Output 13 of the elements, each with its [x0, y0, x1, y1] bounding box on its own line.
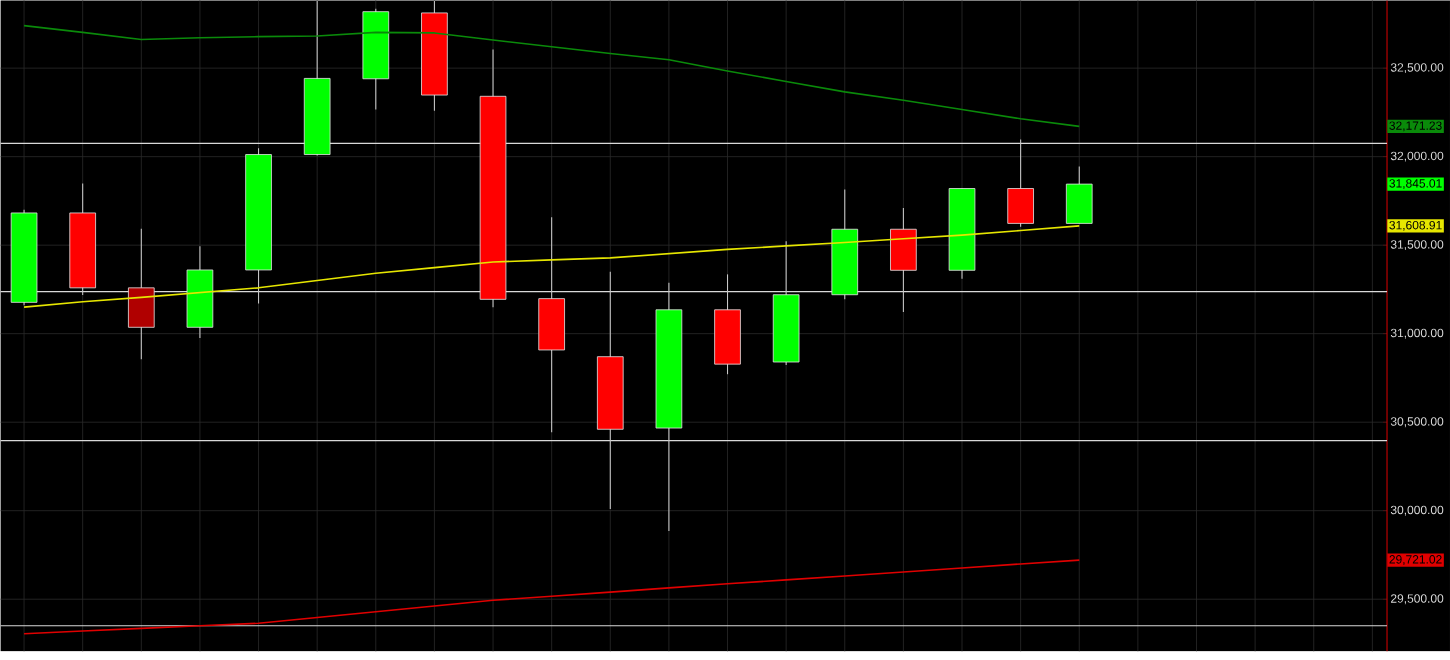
y-tick-label: 31,000.00	[1390, 328, 1444, 339]
y-tick-label: 30,000.00	[1390, 505, 1444, 516]
text: 31,608.91	[1389, 220, 1442, 231]
y-tick-label: 32,000.00	[1390, 151, 1444, 162]
line-series	[23, 24, 1081, 127]
y-tick-label: 29,500.00	[1391, 594, 1444, 604]
line-series	[23, 559, 1081, 635]
text: 31,845.01	[1389, 178, 1442, 189]
text: 29,721.02	[1389, 554, 1442, 565]
y-tick-label: 30,500.00	[1390, 417, 1444, 427]
y-tick-label: 31,500.00	[1390, 240, 1444, 250]
text: 32,171.23	[1389, 121, 1442, 132]
y-tick-label: 32,500.00	[1390, 62, 1444, 73]
